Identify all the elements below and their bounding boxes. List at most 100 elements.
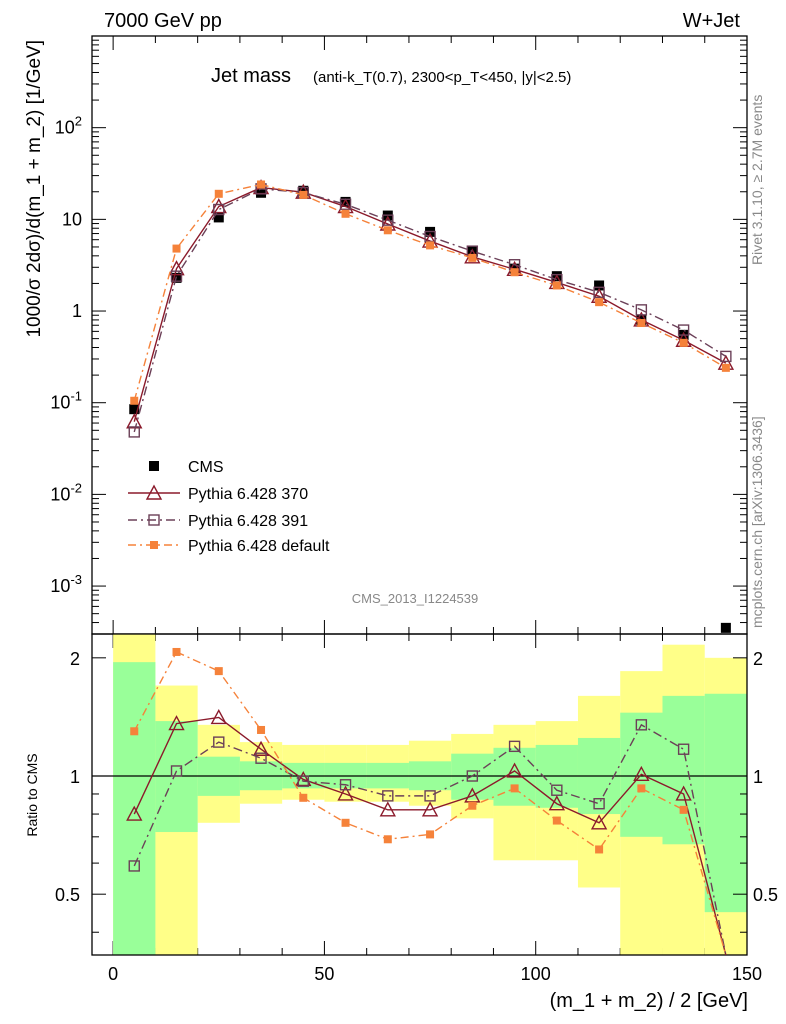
ratio-point [510, 784, 519, 793]
ratio-point [210, 708, 227, 725]
ratio-plot: 0.5 0.5 1 1 2 2 0 50 100 150 [55, 633, 778, 984]
main-point [129, 404, 140, 415]
ratio-point [213, 736, 225, 748]
plot-title-sub: (anti-k_T(0.7), 2300<p_T<450, |y|<2.5) [313, 69, 571, 86]
main-point [720, 350, 732, 363]
ratio-point [379, 801, 396, 817]
main-point [128, 426, 140, 438]
ratio-point [337, 785, 354, 801]
ratio-point [424, 790, 436, 802]
ratio-point [382, 790, 394, 802]
ratio-point [679, 805, 688, 814]
ratio-point [590, 814, 608, 830]
rivet-label: Rivet 3.1.10, ≥ 2.7M events [749, 95, 765, 265]
band-inner-bin [113, 662, 156, 955]
main-point [130, 396, 139, 405]
legend-label: Pythia 6.428 default [188, 538, 330, 555]
x-tick-label: 100 [521, 964, 551, 984]
ratio-y-tick-label: 2 [70, 649, 80, 669]
ratio-point [383, 835, 392, 844]
main-point [257, 180, 266, 189]
main-series-line [133, 188, 727, 433]
header-left: 7000 GeV pp [104, 10, 222, 32]
x-tick-label: 0 [108, 964, 118, 984]
legend-marker [148, 514, 160, 526]
ratio-point [637, 784, 646, 793]
main-point [382, 214, 394, 226]
legend-label: CMS [188, 459, 224, 476]
main-plot: 10-3 10-2 10-1 1 10 102 [50, 35, 748, 955]
y-tick-label: 10-2 [50, 480, 82, 504]
ratio-y-tick-label-right: 1 [753, 767, 763, 787]
ratio-point [593, 798, 605, 810]
ratio-point [214, 667, 223, 676]
x-tick-label: 50 [314, 964, 334, 984]
main-point [340, 196, 351, 207]
ratio-series-line [133, 723, 727, 956]
main-point [213, 203, 225, 216]
main-point [168, 260, 185, 276]
ratio-point [552, 816, 561, 825]
y-tick-label: 1 [72, 301, 82, 321]
main-point [299, 190, 308, 199]
y-tick-label: 10-3 [50, 572, 82, 596]
main-point [256, 187, 267, 198]
ratio-point [130, 727, 139, 736]
ratio-point [255, 752, 267, 764]
analysis-id: CMS_2013_I1224539 [352, 591, 479, 606]
ratio-point [168, 715, 185, 731]
legend-label: Pythia 6.428 370 [188, 486, 308, 503]
y-tick-label: 102 [55, 114, 82, 138]
legend-marker [149, 461, 159, 471]
main-point [720, 622, 731, 633]
ratio-y-tick-label-right: 2 [753, 649, 763, 669]
main-point [172, 244, 181, 253]
ratio-point [257, 725, 266, 734]
ratio-point [299, 793, 308, 802]
main-point [635, 304, 648, 316]
ratio-point [633, 765, 650, 782]
main-point [339, 198, 352, 210]
ratio-point [128, 860, 140, 872]
main-point [214, 189, 223, 198]
ratio-point [677, 743, 690, 755]
ratio-point [675, 785, 692, 801]
x-axis-label: (m_1 + m_2) / 2 [GeV] [550, 990, 748, 1012]
band-inner-bin [704, 693, 747, 913]
ratio-point [170, 765, 183, 777]
main-point [210, 198, 227, 214]
main-point [593, 286, 605, 299]
x-tick-label: 150 [732, 964, 762, 984]
main-point [341, 209, 350, 218]
main-point [595, 298, 604, 307]
legend-marker [150, 541, 158, 549]
ratio-y-tick-label: 1 [70, 767, 80, 787]
ratio-point [339, 779, 352, 791]
main-point [298, 185, 309, 196]
ratio-point [595, 845, 604, 854]
y-tick-label: 10-1 [50, 389, 82, 413]
main-point [677, 324, 690, 336]
ratio-point [297, 775, 309, 787]
ratio-y-tick-label-right: 0.5 [753, 885, 778, 905]
main-point [383, 226, 392, 235]
plot-title: Jet mass [211, 65, 291, 87]
y-tick-label: 10 [62, 209, 82, 229]
ratio-point [551, 784, 563, 796]
main-point [679, 338, 688, 347]
main-point [552, 281, 561, 290]
ratio-point [635, 719, 648, 731]
main-point [426, 241, 435, 250]
main-point [721, 363, 730, 372]
ratio-y-tick-label: 0.5 [55, 885, 80, 905]
ratio-point [506, 762, 523, 778]
ratio-point [426, 830, 435, 839]
ratio-point [466, 770, 479, 782]
main-point [510, 268, 519, 277]
ratio-point [126, 805, 143, 821]
legend-marker [145, 484, 163, 500]
main-point [594, 280, 605, 291]
ratio-point [252, 740, 270, 756]
ratio-frame [91, 633, 748, 956]
